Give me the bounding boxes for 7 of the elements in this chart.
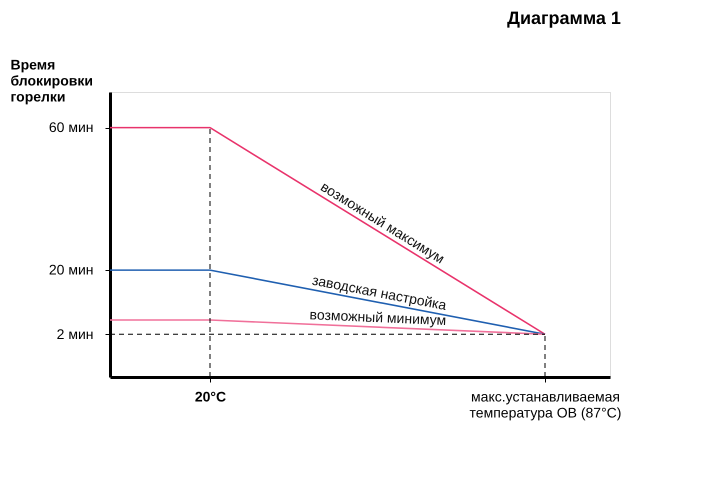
x-tick-label: макс.устанавливаемая температура ОВ (87°C) [470,388,622,420]
y-tick-label: 20 мин [48,262,94,278]
x-tick-label: 20°C [194,388,226,404]
y-tick-label: 60 мин [48,119,94,136]
chart-title: Диаграмма 1 [507,8,621,28]
y-axis-title: Время блокировки горелки [10,56,93,104]
y-tick-label: 2 мин [56,326,94,342]
